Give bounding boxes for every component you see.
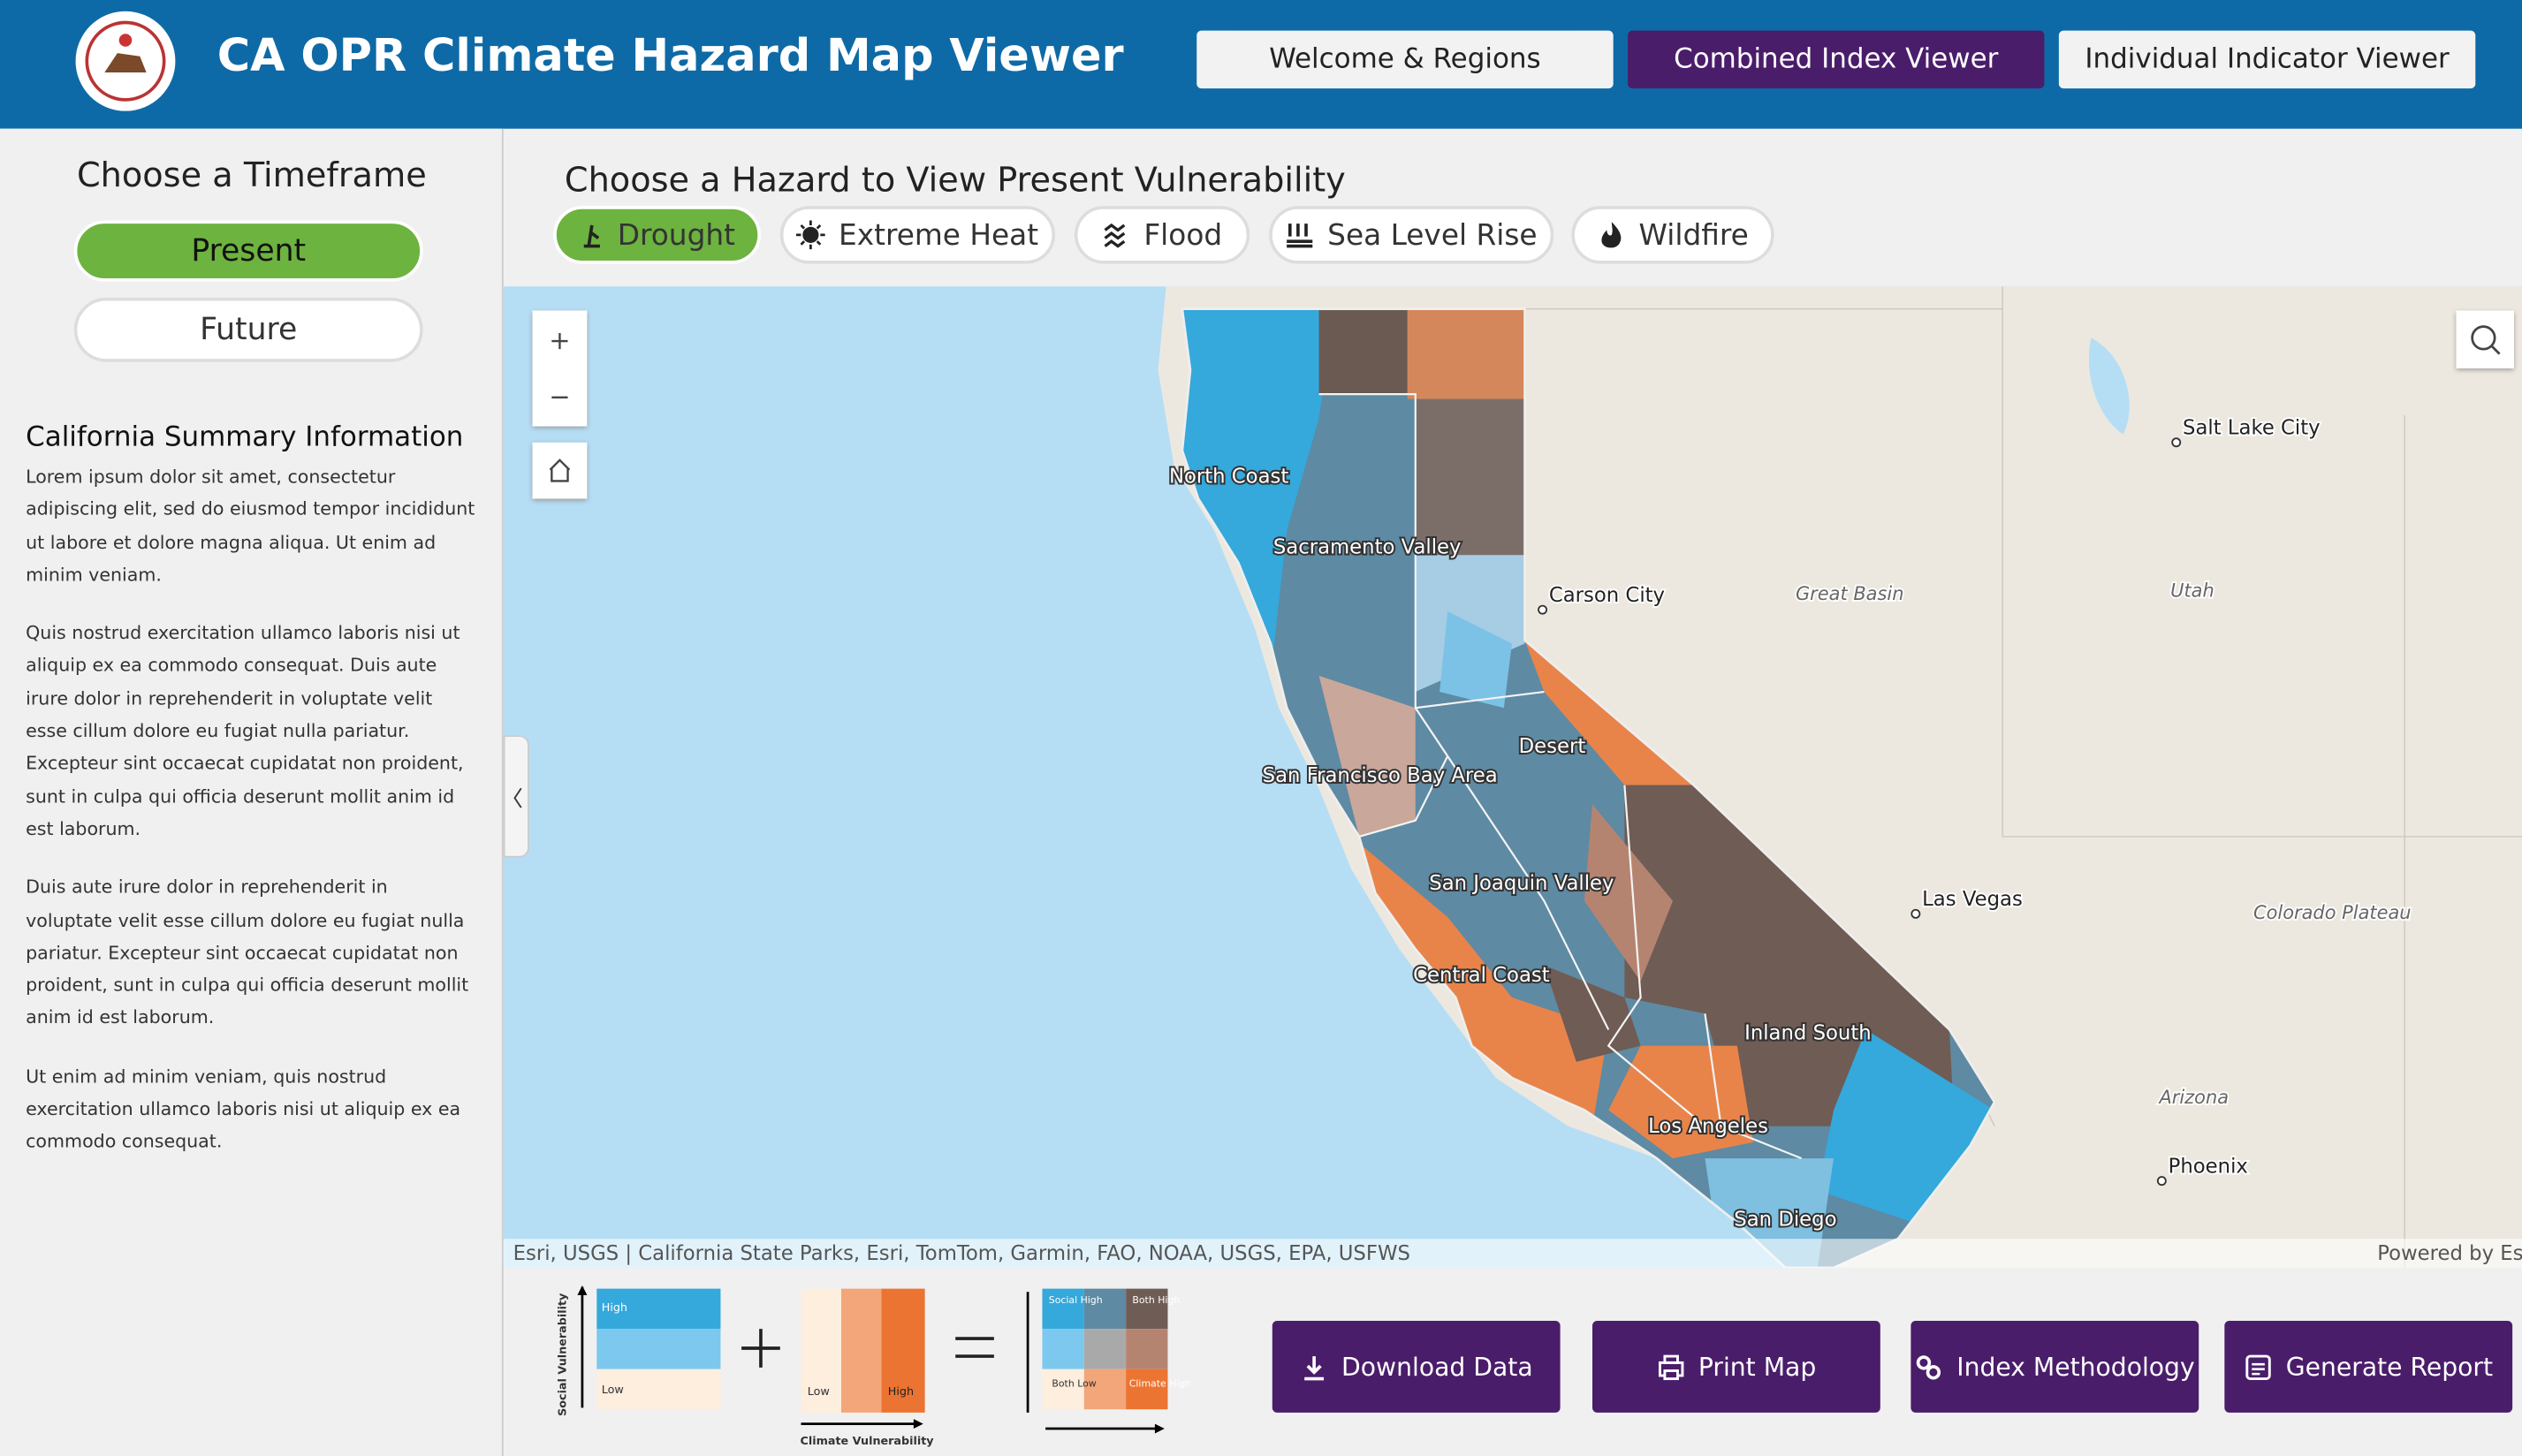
nav-button[interactable]: Combined Index Viewer: [1628, 30, 2045, 89]
region-label: San Francisco Bay Area: [1263, 764, 1498, 787]
legend-label: High: [602, 1301, 627, 1315]
place-label: Phoenix: [2169, 1156, 2248, 1179]
label: Drought: [617, 217, 736, 252]
action-button[interactable]: Generate Report: [2224, 1321, 2513, 1413]
label: Extreme Heat: [839, 217, 1039, 252]
attribution-bar: [503, 1239, 2522, 1268]
icon: [583, 224, 600, 248]
label: Index Methodology: [1956, 1352, 2195, 1382]
region-label: San Diego: [1734, 1209, 1836, 1232]
timeframe-button[interactable]: Present: [73, 220, 423, 282]
hazard-button[interactable]: Wildfire: [1571, 206, 1774, 264]
legend-label: Social High: [1049, 1294, 1103, 1306]
region-label: Desert: [1519, 735, 1586, 758]
app-title: CA OPR Climate Hazard Map Viewer: [216, 28, 1124, 82]
paragraph: Duis aute irure dolor in reprehenderit i…: [26, 876, 469, 1029]
timeframe-button[interactable]: Future: [73, 297, 423, 362]
icon: [551, 332, 568, 398]
icon: [549, 459, 571, 482]
timeframe-title: Choose a Timeframe: [76, 155, 427, 195]
powered-by: Powered by Esri: [2377, 1242, 2522, 1265]
legend-label: Both Low: [1052, 1378, 1096, 1390]
icon: [1601, 222, 1622, 248]
sidebar: Choose a Timeframe Present Future Califo…: [0, 128, 504, 1456]
state-borders: [1524, 286, 2522, 1268]
zoom-controls: [532, 310, 588, 427]
place-label: Great Basin: [1796, 583, 1903, 604]
region-label: North Coast: [1169, 465, 1288, 488]
region-label: Central Coast: [1413, 964, 1550, 987]
header: CA OPR Climate Hazard Map Viewer Welcome…: [0, 0, 2522, 129]
region-label: Los Angeles: [1648, 1115, 1768, 1138]
legend-label: Low: [602, 1384, 624, 1397]
legend-label: Both High: [1132, 1294, 1180, 1306]
place-label: Salt Lake City: [2183, 417, 2321, 440]
icon: [1287, 224, 1313, 248]
collapse-tab[interactable]: [503, 735, 529, 858]
region-label: Sacramento Valley: [1273, 535, 1462, 558]
home-button[interactable]: [532, 442, 588, 499]
logo: [75, 11, 176, 111]
action-button[interactable]: Print Map: [1591, 1321, 1880, 1413]
summary-text: Lorem ipsum dolor sit amet, consectetur …: [26, 462, 476, 1186]
region-label: Inland South: [1744, 1021, 1872, 1044]
city-marker: [1910, 908, 1921, 919]
legend-label: Low: [808, 1385, 830, 1399]
hazard-button[interactable]: Drought: [553, 206, 761, 264]
action-button[interactable]: Download Data: [1272, 1321, 1561, 1413]
icon: [1304, 1355, 1325, 1380]
region-borders: [1318, 393, 1803, 1160]
icon: [2471, 325, 2501, 355]
state-outline: [1181, 307, 1996, 1268]
icon: [513, 787, 522, 808]
label: Download Data: [1341, 1352, 1533, 1382]
summary-title: California Summary Information: [26, 421, 464, 454]
place-label: Utah: [2170, 580, 2214, 602]
icon: [1104, 223, 1126, 248]
hazard-button[interactable]: Extreme Heat: [779, 206, 1056, 264]
place-label: Colorado Plateau: [2253, 902, 2412, 923]
city-marker: [2171, 437, 2182, 448]
label: Generate Report: [2285, 1352, 2494, 1382]
icon: [1917, 1354, 1941, 1379]
city-marker: [1538, 604, 1548, 615]
paragraph: Quis nostrud exercitation ullamco labori…: [26, 623, 464, 840]
place-label: Las Vegas: [1922, 888, 2023, 911]
paragraph: Ut enim ad minim veniam, quis nostrud ex…: [26, 1065, 461, 1153]
label: Flood: [1143, 217, 1223, 252]
icon: [1658, 1354, 1684, 1380]
legend-label: Climate High: [1129, 1378, 1190, 1390]
paragraph: Lorem ipsum dolor sit amet, consectetur …: [26, 466, 475, 586]
place-label: Carson City: [1549, 584, 1665, 607]
legend: Social Vulnerability High Low Low High C…: [557, 1285, 1190, 1448]
hazard-title: Choose a Hazard to View Present Vulnerab…: [564, 161, 1346, 200]
label: Sea Level Rise: [1327, 217, 1538, 252]
label: Wildfire: [1638, 217, 1749, 252]
nav-button[interactable]: Individual Indicator Viewer: [2058, 30, 2476, 89]
nav-button[interactable]: Welcome & Regions: [1196, 30, 1614, 89]
lake: [2088, 337, 2130, 435]
icon: [2245, 1354, 2272, 1380]
legend-label: High: [888, 1385, 914, 1399]
place-label: Arizona: [2157, 1087, 2229, 1108]
map[interactable]: North Coast Sacramento Valley San Francisc…: [503, 286, 2522, 1268]
label: Print Map: [1698, 1352, 1817, 1382]
legend-x-axis: Climate Vulnerability: [801, 1435, 935, 1448]
attribution: Esri, USGS | California State Parks, Esr…: [513, 1242, 1410, 1265]
hazard-button[interactable]: Sea Level Rise: [1269, 206, 1554, 264]
hazard-button[interactable]: Flood: [1074, 206, 1250, 264]
action-button[interactable]: Index Methodology: [1910, 1321, 2199, 1413]
icon: [796, 220, 826, 250]
region-label: San Joaquin Valley: [1429, 872, 1614, 895]
search-button[interactable]: [2456, 310, 2514, 369]
legend-y-axis: Social Vulnerability: [557, 1293, 570, 1416]
city-marker: [2156, 1176, 2167, 1187]
